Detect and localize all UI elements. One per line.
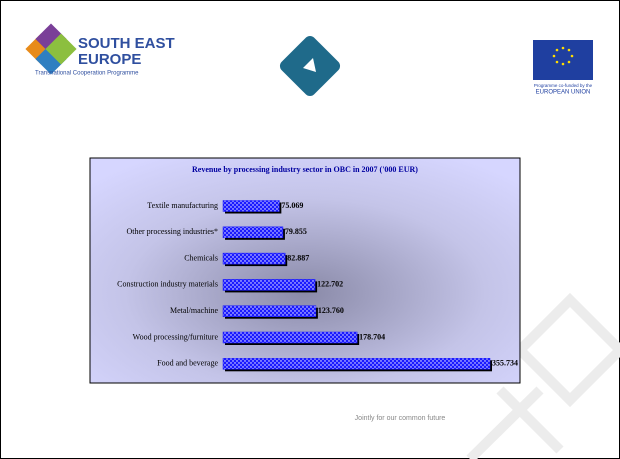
category-label: Metal/machine	[170, 306, 218, 315]
logo-text: SOUTH EAST	[78, 35, 175, 52]
chart-title: Revenue by processing industry sector in…	[192, 165, 418, 174]
value-label: 122.702	[317, 280, 343, 289]
value-label: 178.704	[359, 332, 385, 341]
value-label: 82.887	[287, 253, 309, 262]
category-label: Wood processing/furniture	[133, 332, 219, 341]
eu-flag: Programme co-funded by the EUROPEAN UNIO…	[533, 40, 593, 96]
bar	[222, 279, 316, 291]
logo-text: EUROPE	[78, 51, 141, 68]
center-logo	[279, 35, 341, 97]
category-label: Construction industry materials	[117, 280, 218, 289]
category-label: Chemicals	[184, 253, 218, 262]
value-label: 79.855	[285, 227, 307, 236]
bar	[222, 305, 317, 317]
chart: Revenue by processing industry sector in…	[89, 157, 521, 384]
bar	[222, 200, 280, 212]
footer-text: Jointly for our common future	[355, 415, 446, 422]
eu-text: EUROPEAN UNION	[536, 90, 591, 96]
chart-frame	[89, 157, 521, 384]
category-label: Textile manufacturing	[147, 201, 218, 210]
bar	[222, 358, 491, 370]
value-label: 75.069	[281, 201, 303, 210]
bar	[222, 226, 284, 239]
bar	[222, 331, 358, 344]
logo-subtext: Transnational Cooperation Programme	[35, 71, 139, 77]
value-label: 123.760	[318, 306, 344, 315]
value-label: 355.734	[492, 359, 518, 368]
see-logo: SOUTH EAST EUROPE Transnational Cooperat…	[25, 23, 175, 77]
category-label: Food and beverage	[157, 359, 218, 368]
eu-text: Programme co-funded by the	[534, 83, 593, 88]
category-label: Other processing industries*	[126, 227, 218, 236]
bar	[222, 252, 286, 265]
decoration	[466, 292, 620, 459]
